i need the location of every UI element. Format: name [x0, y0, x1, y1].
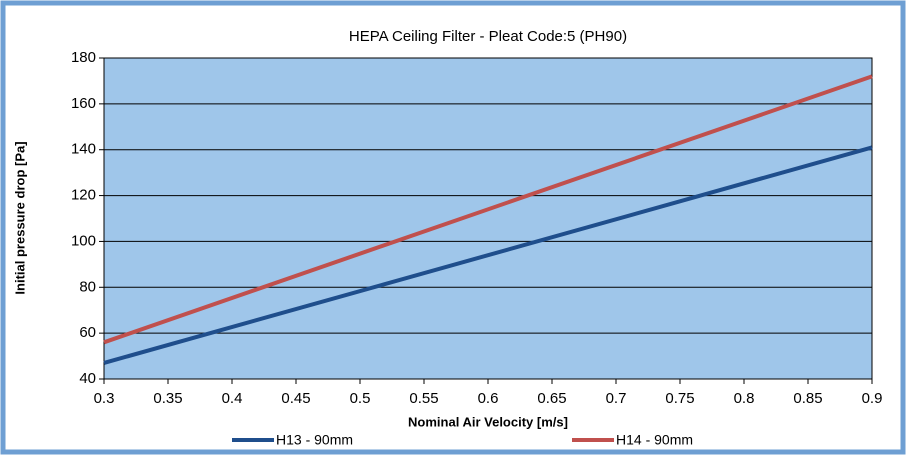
- x-tick-label: 0.9: [862, 390, 883, 407]
- data-line: [103, 145, 873, 365]
- y-tick-label: 140: [71, 141, 96, 158]
- x-tick-label: 0.85: [793, 390, 822, 407]
- x-tick-label: 0.4: [222, 390, 243, 407]
- y-tick-label: 160: [71, 95, 96, 112]
- chart-title: HEPA Ceiling Filter - Pleat Code:5 (PH90…: [349, 28, 627, 45]
- y-tick-label: 120: [71, 187, 96, 204]
- y-axis-label: Initial pressure drop [Pa]: [12, 141, 27, 294]
- y-tick-label: 100: [71, 232, 96, 249]
- x-tick-label: 0.55: [409, 390, 438, 407]
- x-tick-label: 0.8: [734, 390, 755, 407]
- x-tick-label: 0.5: [350, 390, 371, 407]
- x-tick-label: 0.45: [281, 390, 310, 407]
- legend-label: H13 - 90mm: [276, 432, 353, 448]
- x-tick-label: 0.3: [94, 390, 115, 407]
- x-tick-label: 0.7: [606, 390, 627, 407]
- x-tick-label: 0.35: [153, 390, 182, 407]
- x-axis-label: Nominal Air Velocity [m/s]: [408, 414, 568, 429]
- legend-label: H14 - 90mm: [616, 432, 693, 448]
- data-line: [103, 74, 873, 345]
- y-tick-label: 180: [71, 49, 96, 66]
- x-tick-label: 0.6: [478, 390, 499, 407]
- y-tick-label: 80: [79, 278, 96, 295]
- y-tick-label: 40: [79, 370, 96, 387]
- x-tick-label: 0.65: [537, 390, 566, 407]
- y-tick-label: 60: [79, 324, 96, 341]
- x-tick-label: 0.75: [665, 390, 694, 407]
